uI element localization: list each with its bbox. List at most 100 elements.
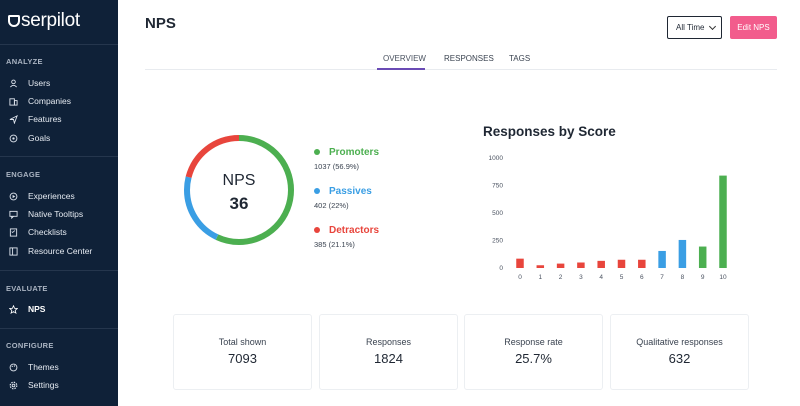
x-tick-label: 9 xyxy=(701,274,705,281)
sidebar-item-settings[interactable]: Settings xyxy=(8,378,112,392)
detractors-label: Detractors xyxy=(329,225,380,236)
section-analyze: ANALYZE xyxy=(6,57,43,66)
logo-text: serpilot xyxy=(21,10,80,31)
bar-score-5 xyxy=(617,259,626,268)
x-tick-label: 5 xyxy=(620,274,624,281)
stat-label: Qualitative responses xyxy=(636,337,723,347)
palette-icon xyxy=(8,362,18,372)
sidebar-item-companies[interactable]: Companies xyxy=(8,94,112,108)
promoters-detail: 1037 (56.9%) xyxy=(314,162,360,171)
passives-dot xyxy=(314,188,320,194)
sidebar-item-native-tooltips[interactable]: Native Tooltips xyxy=(8,207,112,221)
bar-score-9 xyxy=(698,246,707,268)
sidebar-item-nps[interactable]: NPS xyxy=(8,302,112,316)
bar-score-2 xyxy=(556,263,565,268)
y-tick-label: 250 xyxy=(492,238,503,245)
sidebar: serpilot ANALYZE Users Companies Feature… xyxy=(0,0,118,406)
sidebar-item-label: Themes xyxy=(28,362,59,372)
bar-score-7 xyxy=(658,250,666,268)
sidebar-item-label: NPS xyxy=(28,304,46,314)
active-tab-indicator xyxy=(377,68,425,70)
nps-score: 36 xyxy=(229,194,249,213)
detractors-detail: 385 (21.1%) xyxy=(314,240,355,249)
tab-tags[interactable]: TAGS xyxy=(509,54,531,63)
nps-donut-chart xyxy=(184,135,294,245)
x-tick-label: 6 xyxy=(640,274,644,281)
date-filter-value: All Time xyxy=(676,23,705,32)
sidebar-item-checklists[interactable]: Checklists xyxy=(8,225,112,239)
responses-by-score-chart: 0 250 500 750 1000 0 1 2 3 4 5 6 7 8 9 10 xyxy=(489,155,727,281)
divider xyxy=(0,270,118,271)
x-tick-label: 1 xyxy=(538,274,542,281)
sidebar-item-label: Settings xyxy=(28,380,59,390)
y-tick-label: 0 xyxy=(499,265,503,272)
bar-score-4 xyxy=(597,260,605,268)
bar-score-6 xyxy=(638,259,646,268)
x-tick-label: 7 xyxy=(660,274,664,281)
bar-score-0 xyxy=(516,258,524,268)
send-icon xyxy=(8,114,18,124)
y-tick-label: 750 xyxy=(492,183,503,190)
stat-label: Total shown xyxy=(218,337,267,347)
x-tick-label: 10 xyxy=(719,274,727,281)
sidebar-item-label: Users xyxy=(28,78,51,88)
sidebar-item-users[interactable]: Users xyxy=(8,76,112,90)
checklist-icon xyxy=(8,227,18,237)
sidebar-item-label: Experiences xyxy=(28,191,75,201)
chevron-down-icon xyxy=(708,22,717,31)
nps-label: NPS xyxy=(222,172,256,189)
section-evaluate: EVALUATE xyxy=(6,284,48,293)
bar-score-10 xyxy=(719,175,727,268)
sidebar-item-label: Goals xyxy=(28,133,51,143)
target-icon xyxy=(8,133,18,143)
tabs-divider xyxy=(145,69,777,70)
resource-center-icon xyxy=(8,246,18,256)
sidebar-item-experiences[interactable]: Experiences xyxy=(8,189,112,203)
detractors-dot xyxy=(314,227,320,233)
edit-nps-button[interactable]: Edit NPS xyxy=(730,16,777,39)
stat-card-responses: Responses 1824 xyxy=(319,314,458,390)
sidebar-item-features[interactable]: Features xyxy=(8,112,112,126)
promoters-dot xyxy=(314,149,320,155)
divider xyxy=(0,328,118,329)
sidebar-item-themes[interactable]: Themes xyxy=(8,360,112,374)
building-icon xyxy=(8,96,18,106)
logo[interactable]: serpilot xyxy=(8,10,80,32)
star-icon xyxy=(8,304,18,314)
chart-title: Responses by Score xyxy=(483,124,616,139)
sidebar-item-label: Resource Center xyxy=(28,246,93,256)
tab-responses[interactable]: RESPONSES xyxy=(444,54,494,63)
y-tick-label: 1000 xyxy=(489,155,504,162)
logo-u-icon xyxy=(8,15,20,27)
date-filter-select[interactable]: All Time xyxy=(667,16,722,39)
x-tick-label: 2 xyxy=(559,274,563,281)
section-configure: CONFIGURE xyxy=(6,341,54,350)
divider xyxy=(0,156,118,157)
sidebar-item-label: Native Tooltips xyxy=(28,209,84,219)
divider xyxy=(0,44,118,45)
stat-card-response-rate: Response rate 25.7% xyxy=(464,314,603,390)
donut-segment-passives xyxy=(184,135,294,245)
play-icon xyxy=(8,191,18,201)
bar-score-1 xyxy=(536,265,545,268)
sidebar-item-label: Features xyxy=(28,114,62,124)
passives-detail: 402 (22%) xyxy=(314,201,349,210)
stat-value: 1824 xyxy=(374,351,403,366)
y-tick-label: 500 xyxy=(492,210,503,217)
stat-card-total-shown: Total shown 7093 xyxy=(173,314,312,390)
donut-segment-detractors xyxy=(184,135,294,245)
tab-overview[interactable]: OVERVIEW xyxy=(383,54,426,63)
stat-card-qualitative-responses: Qualitative responses 632 xyxy=(610,314,749,390)
sidebar-item-label: Checklists xyxy=(28,227,67,237)
x-tick-label: 4 xyxy=(599,274,603,281)
stat-label: Response rate xyxy=(504,337,563,347)
sidebar-item-resource-center[interactable]: Resource Center xyxy=(8,244,112,258)
stat-value: 632 xyxy=(668,351,691,366)
stat-value: 25.7% xyxy=(515,351,552,366)
x-tick-label: 3 xyxy=(579,274,583,281)
stat-label: Responses xyxy=(365,337,412,347)
x-tick-label: 8 xyxy=(681,274,685,281)
tooltip-icon xyxy=(8,209,18,219)
sidebar-item-goals[interactable]: Goals xyxy=(8,131,112,145)
x-tick-label: 0 xyxy=(518,274,522,281)
